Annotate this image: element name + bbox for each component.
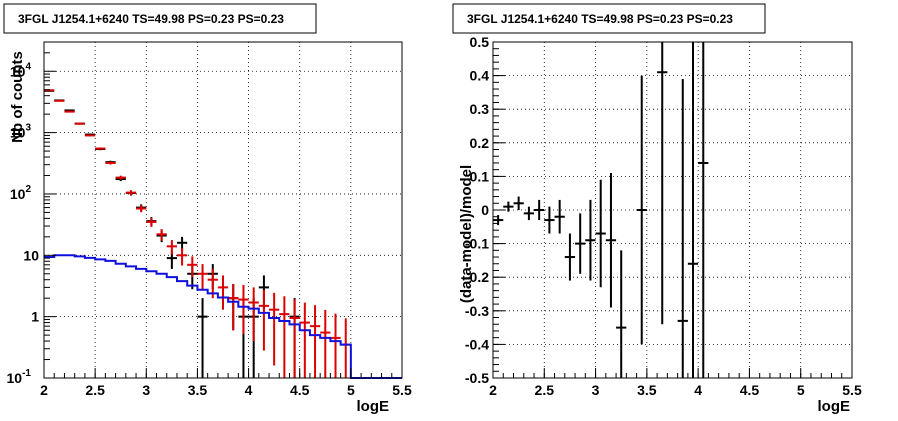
model-point	[54, 99, 65, 102]
model-point	[258, 289, 270, 351]
right-x-tick-label: 5	[797, 382, 805, 398]
residual-point	[564, 233, 576, 281]
model-point	[64, 110, 75, 113]
left-xlabel: logE	[357, 398, 390, 415]
residual-point	[513, 196, 524, 210]
model-point	[228, 284, 239, 331]
model-point	[299, 302, 310, 378]
residual-point	[575, 213, 586, 274]
model-point	[125, 190, 137, 196]
residual-point	[554, 199, 565, 234]
residual-point	[657, 42, 668, 325]
residual-point	[534, 199, 545, 221]
right-y-tick-label: -0.1	[465, 236, 489, 252]
model-point	[105, 161, 116, 165]
left-x-tick-label: 4	[245, 382, 253, 398]
right-frame	[492, 41, 853, 379]
left-x-tick-label: 3.5	[188, 382, 208, 398]
left-title: 3FGL J1254.1+6240 TS=49.98 PS=0.23 PS=0.…	[18, 12, 284, 26]
residual-point	[503, 201, 514, 212]
right-y-tick-label: -0.2	[465, 269, 489, 285]
residual-point	[677, 78, 688, 378]
model-point	[146, 217, 157, 227]
model-point	[279, 296, 290, 378]
model-step-line	[44, 254, 402, 379]
model-point	[248, 287, 259, 342]
model-point	[340, 318, 351, 378]
model-point	[309, 305, 321, 378]
data-point	[197, 298, 208, 378]
left-y-tick-label: 1	[31, 309, 39, 325]
model-point	[320, 309, 331, 378]
left-ylabel: Nb of counts	[9, 51, 26, 143]
right-x-tick-label: 3	[592, 382, 600, 398]
residual-point	[636, 75, 647, 345]
left-x-tick-label: 5	[347, 382, 355, 398]
right-x-tick-label: 4.5	[740, 382, 760, 398]
right-y-tick-label: 0	[481, 202, 489, 218]
residual-point	[616, 250, 627, 378]
model-point	[238, 285, 249, 335]
model-point	[217, 275, 229, 310]
right-xlabel: logE	[818, 398, 851, 415]
model-point	[197, 264, 208, 290]
model-point	[166, 240, 177, 255]
model-point	[115, 175, 126, 180]
left-x-tick-label: 2.5	[85, 382, 105, 398]
right-x-tick-label: 5.5	[842, 382, 862, 398]
model-point	[74, 122, 85, 125]
right-y-tick-label: 0.2	[470, 135, 490, 151]
right-y-tick-label: 0.3	[470, 101, 490, 117]
left-x-tick-label: 3	[142, 382, 150, 398]
model-point	[136, 205, 147, 213]
model-point	[187, 256, 198, 278]
left-x-tick-label: 5.5	[392, 382, 412, 398]
residual-point	[544, 206, 555, 234]
right-x-tick-label: 2	[489, 382, 497, 398]
model-point	[156, 229, 167, 241]
left-grid	[44, 42, 402, 378]
right-y-tick-label: 0.5	[470, 34, 490, 50]
right-title-box	[452, 3, 766, 34]
residual-panel: 3FGL J1254.1+6240 TS=49.98 PS=0.23 PS=0.…	[452, 3, 862, 415]
right-y-tick-label: -0.4	[465, 336, 489, 352]
right-y-tick-label: 0.4	[470, 68, 490, 84]
left-frame	[43, 41, 403, 379]
left-y-tick-label: 102	[10, 184, 32, 202]
left-y-tick-label: 10-1	[7, 368, 32, 386]
model-point	[289, 299, 300, 378]
counts-panel: 3FGL J1254.1+6240 TS=49.98 PS=0.23 PS=0.…	[3, 3, 412, 415]
model-point	[95, 147, 106, 150]
left-x-tick-label: 4.5	[290, 382, 310, 398]
right-grid	[493, 42, 852, 378]
left-x-tick-label: 2	[40, 382, 48, 398]
model-point	[176, 247, 188, 266]
right-x-tick-label: 3.5	[637, 382, 657, 398]
right-x-tick-label: 4	[694, 382, 702, 398]
model-point	[84, 134, 96, 137]
residual-point	[585, 199, 596, 281]
right-x-tick-label: 2.5	[535, 382, 555, 398]
right-title: 3FGL J1254.1+6240 TS=49.98 PS=0.23 PS=0.…	[467, 12, 733, 26]
model-point	[269, 292, 280, 366]
left-y-tick-label: 10	[23, 247, 39, 263]
right-ticks: 2 2.5 3 3.5 4 4.5 5 5.5 -0.5 -0.4 -0.3 -0.2 -0.1 0 0.1…	[465, 34, 862, 398]
right-y-tick-label: -0.3	[465, 303, 489, 319]
residual-point	[523, 206, 535, 221]
right-series	[493, 42, 709, 378]
residual-point	[595, 179, 606, 288]
residual-point	[687, 42, 699, 378]
right-y-tick-label: 0.1	[470, 168, 490, 184]
right-ylabel: (data-model)/model	[458, 165, 475, 303]
left-series	[44, 89, 402, 379]
left-title-box	[3, 3, 317, 34]
right-y-tick-label: -0.5	[465, 370, 489, 386]
residual-point	[698, 42, 709, 378]
model-point	[330, 313, 341, 378]
residual-point	[605, 173, 617, 308]
